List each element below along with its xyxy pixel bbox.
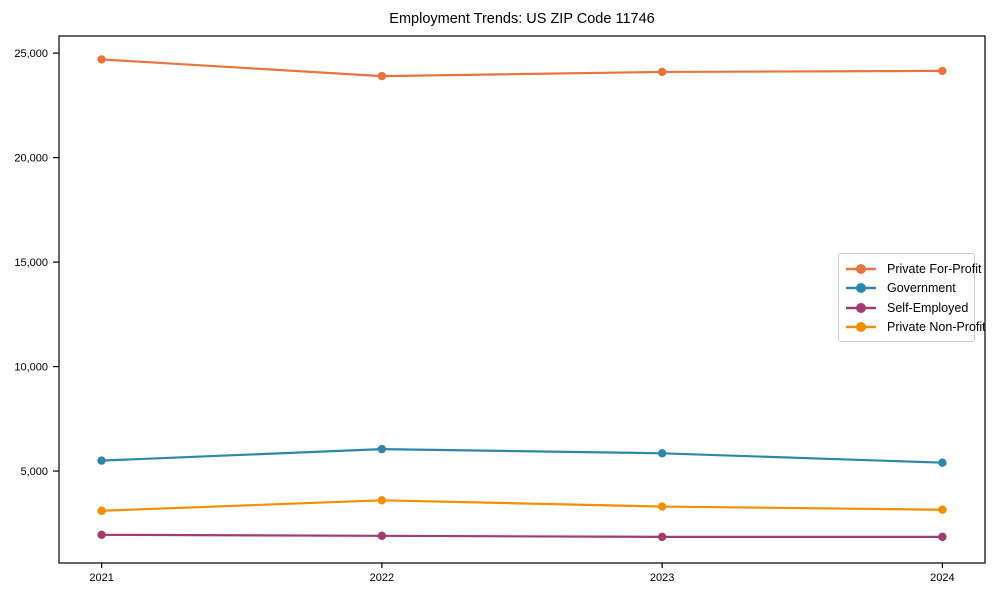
data-point [377, 496, 387, 505]
data-point [938, 458, 947, 467]
legend-item: Private For-Profit [845, 259, 981, 279]
data-point [657, 502, 667, 511]
legend-label: Private For-Profit [887, 261, 982, 276]
legend-line-marker-icon [846, 302, 876, 313]
data-point [377, 71, 387, 81]
chart-title: Employment Trends: US ZIP Code 11746 [389, 11, 655, 27]
series-line [100, 533, 944, 538]
legend-label: Government [887, 281, 956, 296]
y-tick-label: 15,000 [14, 257, 48, 269]
series-line [100, 448, 944, 464]
legend-item: Self-Employed [845, 298, 968, 318]
data-point [657, 532, 667, 542]
series-line [100, 499, 944, 512]
y-tick-label: 25,000 [14, 48, 48, 60]
data-point [97, 506, 106, 515]
x-tick-label: 2023 [650, 572, 674, 584]
legend-line-marker-icon [846, 263, 876, 274]
x-tick-label: 2022 [370, 572, 394, 584]
y-tick-label: 20,000 [14, 152, 48, 164]
data-point [938, 505, 947, 514]
data-point [377, 531, 387, 541]
y-tick-label: 5,000 [20, 466, 48, 478]
legend-item: Government [845, 279, 968, 299]
data-point [938, 532, 947, 542]
data-point [938, 66, 947, 76]
x-tick-label: 2021 [89, 572, 113, 584]
legend: Private For-Profit Government Self-Employe… [838, 253, 986, 342]
plot-border [58, 35, 986, 564]
data-point [377, 444, 387, 454]
legend-label: Self-Employed [887, 300, 969, 315]
legend-line-marker-icon [846, 322, 876, 333]
y-tick-label: 10,000 [14, 361, 48, 373]
legend-line-marker-icon [846, 283, 876, 294]
data-point [97, 55, 106, 64]
data-point [657, 449, 667, 458]
x-tick-label: 2024 [930, 572, 954, 584]
data-point [657, 67, 667, 77]
legend-label: Private Non-Profit [887, 320, 986, 335]
legend-item: Private Non-Profit [845, 318, 986, 338]
series-line [100, 58, 944, 78]
data-point [97, 530, 106, 539]
data-point [97, 456, 106, 465]
